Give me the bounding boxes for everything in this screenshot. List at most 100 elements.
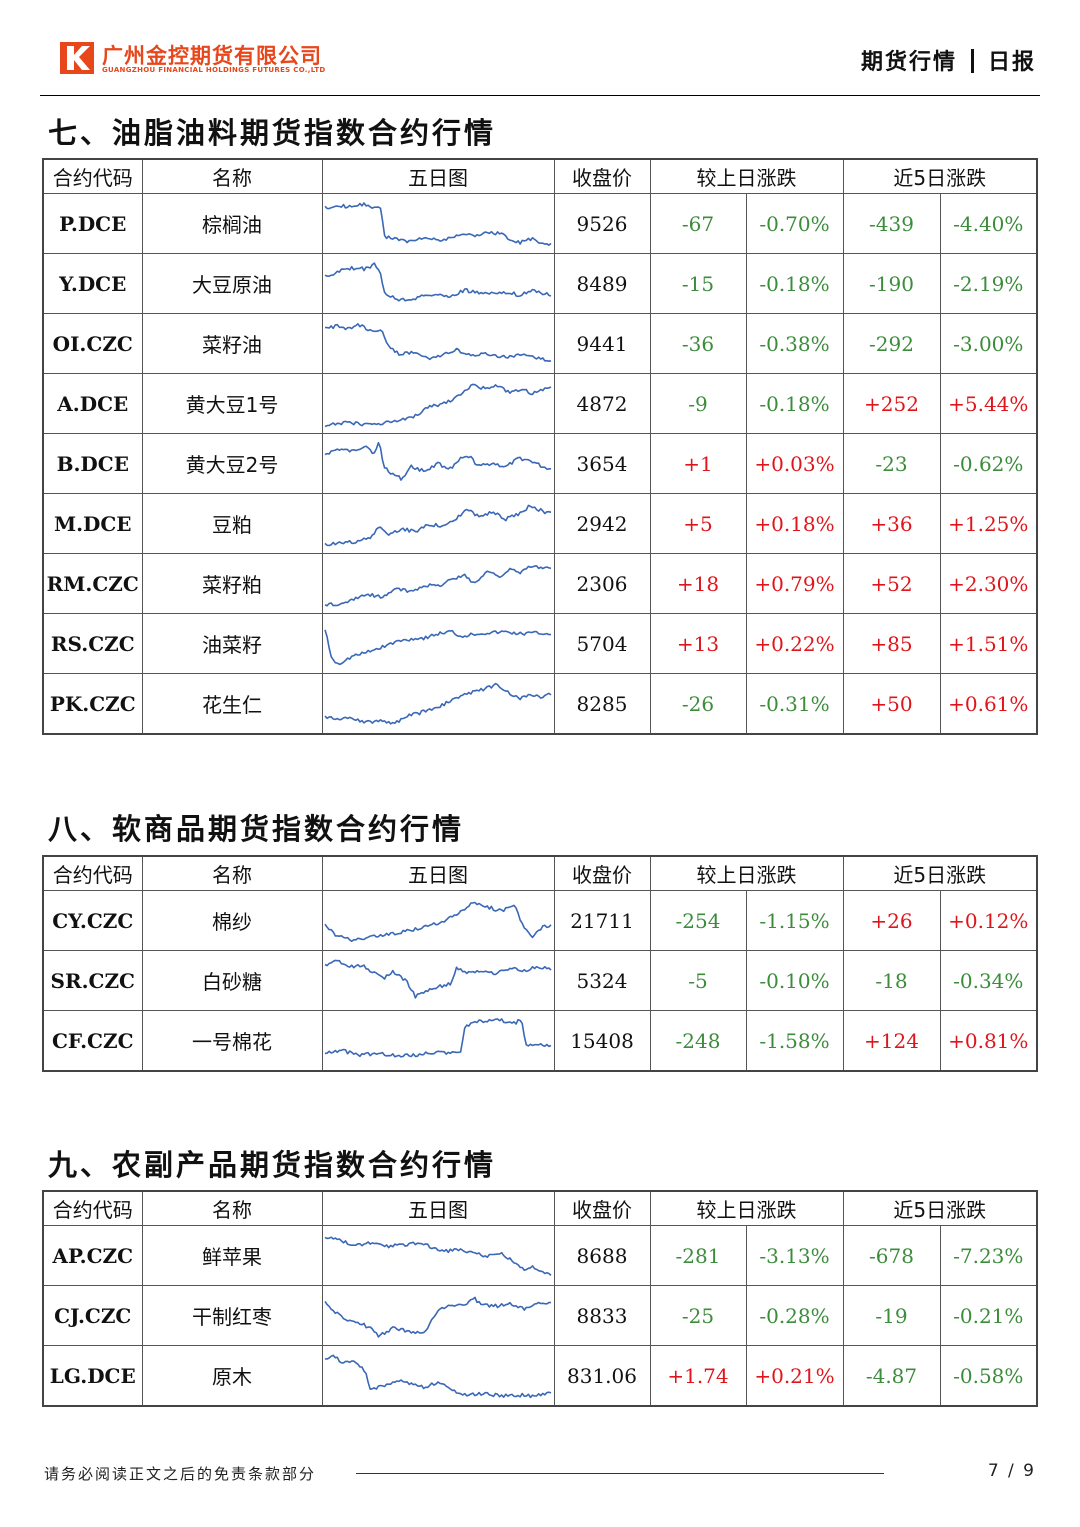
sparkline-chart bbox=[323, 504, 551, 546]
daily-change-abs: +1 bbox=[649, 433, 747, 494]
contract-code: SR.CZC bbox=[42, 950, 143, 1011]
sparkline-series-line bbox=[323, 1296, 551, 1338]
sparkline-series-line bbox=[324, 1017, 551, 1058]
company-name-cn: 广州金控期货有限公司 bbox=[102, 44, 322, 68]
five-day-change-abs: +26 bbox=[842, 890, 941, 951]
sparkline-chart bbox=[323, 1296, 551, 1338]
section-title-oils: 七、油脂油料期货指数合约行情 bbox=[48, 116, 497, 150]
section-title-softs: 八、软商品期货指数合约行情 bbox=[48, 812, 465, 846]
daily-change-pct: -0.70% bbox=[745, 193, 844, 254]
five-day-change-pct: -0.21% bbox=[939, 1285, 1038, 1346]
five-day-sparkline bbox=[321, 193, 555, 254]
close-price: 4872 bbox=[553, 373, 651, 434]
five-day-change-abs: -23 bbox=[842, 433, 941, 494]
col-header-close: 收盘价 bbox=[553, 158, 651, 194]
doc-period-label: 日报 bbox=[987, 50, 1036, 75]
daily-change-abs: -25 bbox=[649, 1285, 747, 1346]
col-header-close: 收盘价 bbox=[553, 1190, 651, 1226]
five-day-change-abs: -4.87 bbox=[842, 1345, 941, 1407]
close-price: 9526 bbox=[553, 193, 651, 254]
table-row: RS.CZC 油菜籽 5704 +13 +0.22% +85 +1.51% bbox=[42, 613, 1038, 674]
contract-name: 大豆原油 bbox=[141, 253, 323, 314]
five-day-change-abs: -678 bbox=[842, 1225, 941, 1286]
five-day-sparkline bbox=[321, 553, 555, 614]
sparkline-series-line bbox=[323, 201, 552, 246]
col-header-code: 合约代码 bbox=[42, 1190, 143, 1226]
five-day-change-abs: +36 bbox=[842, 493, 941, 554]
daily-change-abs: -15 bbox=[649, 253, 747, 314]
quote-table-agri: 合约代码 名称 五日图 收盘价 较上日涨跌 近5日涨跌 AP.CZC 鲜苹果 8688 -281-… bbox=[42, 1190, 1039, 1407]
daily-change-pct: +0.21% bbox=[745, 1345, 844, 1407]
five-day-change-abs: +252 bbox=[842, 373, 941, 434]
table-row: Y.DCE 大豆原油 8489 -15 -0.18% -190 -2.19% bbox=[42, 253, 1038, 314]
five-day-change-pct: +1.51% bbox=[939, 613, 1038, 674]
five-day-sparkline bbox=[321, 433, 555, 494]
company-logo-icon bbox=[60, 42, 94, 74]
contract-name: 干制红枣 bbox=[141, 1285, 323, 1346]
sparkline-chart bbox=[324, 261, 551, 302]
five-day-change-abs: -439 bbox=[842, 193, 941, 254]
daily-change-abs: -36 bbox=[649, 313, 747, 374]
col-header-name: 名称 bbox=[141, 158, 323, 194]
col-header-code: 合约代码 bbox=[42, 158, 143, 194]
five-day-sparkline bbox=[321, 1285, 555, 1346]
daily-change-pct: -0.38% bbox=[745, 313, 844, 374]
contract-code: RM.CZC bbox=[42, 553, 143, 614]
five-day-change-abs: +52 bbox=[842, 553, 941, 614]
daily-change-abs: -248 bbox=[649, 1010, 747, 1072]
col-header-chart: 五日图 bbox=[321, 855, 555, 891]
col-header-chart: 五日图 bbox=[321, 1190, 555, 1226]
col-header-daily-change: 较上日涨跌 bbox=[649, 158, 844, 194]
daily-change-abs: -281 bbox=[649, 1225, 747, 1286]
close-price: 8285 bbox=[553, 673, 651, 735]
quote-table-oils: 合约代码 名称 五日图 收盘价 较上日涨跌 近5日涨跌 P.DCE 棕榈油 9526 -67 -0.… bbox=[42, 158, 1039, 735]
close-price: 831.06 bbox=[553, 1345, 651, 1407]
daily-change-pct: +0.79% bbox=[745, 553, 844, 614]
sparkline-chart bbox=[324, 1017, 551, 1058]
daily-change-abs: +18 bbox=[649, 553, 747, 614]
five-day-change-pct: -3.00% bbox=[939, 313, 1038, 374]
five-day-sparkline bbox=[321, 1225, 555, 1286]
five-day-change-pct: -0.34% bbox=[939, 950, 1038, 1011]
daily-change-abs: +5 bbox=[649, 493, 747, 554]
sparkline-chart bbox=[323, 629, 551, 665]
five-day-sparkline bbox=[321, 1010, 555, 1072]
doc-type-label: 期货行情 bbox=[860, 50, 957, 75]
contract-name: 花生仁 bbox=[141, 673, 323, 735]
five-day-change-abs: -292 bbox=[842, 313, 941, 374]
close-price: 5704 bbox=[553, 613, 651, 674]
close-price: 9441 bbox=[553, 313, 651, 374]
col-header-name: 名称 bbox=[141, 855, 323, 891]
sparkline-series-line bbox=[324, 1354, 551, 1398]
daily-change-pct: -0.10% bbox=[745, 950, 844, 1011]
contract-code: M.DCE bbox=[42, 493, 143, 554]
col-header-daily-change: 较上日涨跌 bbox=[649, 855, 844, 891]
contract-name: 菜籽粕 bbox=[141, 553, 323, 614]
contract-code: CY.CZC bbox=[42, 890, 143, 951]
five-day-change-abs: +50 bbox=[842, 673, 941, 735]
five-day-change-pct: -0.58% bbox=[939, 1345, 1038, 1407]
sparkline-chart bbox=[323, 201, 552, 246]
five-day-change-abs: -190 bbox=[842, 253, 941, 314]
five-day-change-pct: -2.19% bbox=[939, 253, 1038, 314]
five-day-sparkline bbox=[321, 673, 555, 735]
sparkline-series-line bbox=[323, 682, 551, 725]
table-header-row: 合约代码 名称 五日图 收盘价 较上日涨跌 近5日涨跌 bbox=[42, 158, 1038, 194]
col-header-close: 收盘价 bbox=[553, 855, 651, 891]
five-day-change-abs: -18 bbox=[842, 950, 941, 1011]
sparkline-series-line bbox=[323, 504, 551, 546]
col-header-5day-change: 近5日涨跌 bbox=[842, 1190, 1038, 1226]
table-row: SR.CZC 白砂糖 5324 -5 -0.10% -18 -0.34% bbox=[42, 950, 1038, 1011]
contract-code: P.DCE bbox=[42, 193, 143, 254]
table-row: OI.CZC 菜籽油 9441 -36 -0.38% -292 -3.00% bbox=[42, 313, 1038, 374]
close-price: 2942 bbox=[553, 493, 651, 554]
close-price: 2306 bbox=[553, 553, 651, 614]
sparkline-chart bbox=[324, 383, 551, 427]
daily-change-abs: -5 bbox=[649, 950, 747, 1011]
col-header-daily-change: 较上日涨跌 bbox=[649, 1190, 844, 1226]
contract-code: Y.DCE bbox=[42, 253, 143, 314]
col-header-chart: 五日图 bbox=[321, 158, 555, 194]
close-price: 8688 bbox=[553, 1225, 651, 1286]
sparkline-chart bbox=[323, 901, 552, 942]
sparkline-series-line bbox=[324, 322, 551, 362]
